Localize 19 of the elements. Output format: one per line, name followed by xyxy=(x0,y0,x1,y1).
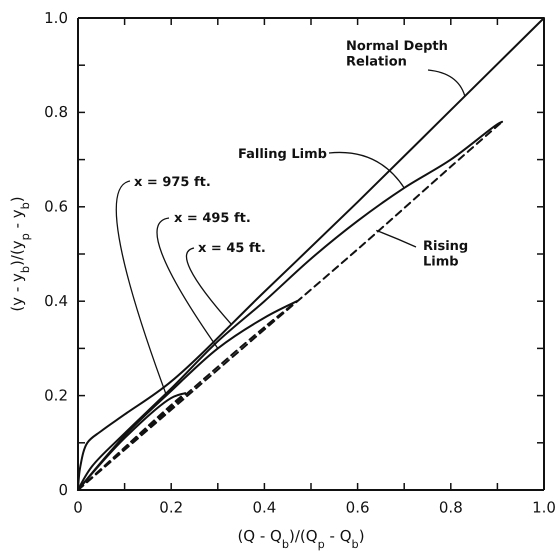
x-tick-label: 1.0 xyxy=(532,498,556,517)
annotation: x = 45 ft. xyxy=(198,241,266,256)
y-tick-label: 0.6 xyxy=(44,198,68,216)
x-tick-label: 0.6 xyxy=(346,498,370,517)
x-tick-label: 0.2 xyxy=(159,498,184,517)
y-tick-label: 0.4 xyxy=(44,292,68,310)
x-tick-label: 0.4 xyxy=(252,498,276,517)
annotation: Rising Limb xyxy=(423,239,468,270)
x-tick-label: 0 xyxy=(73,498,83,517)
y-tick-label: 1.0 xyxy=(44,8,68,27)
annotation: Normal Depth Relation xyxy=(346,39,448,70)
x-tick-label: 0.8 xyxy=(438,498,463,517)
y-tick-label: 0.2 xyxy=(44,386,68,404)
y-tick-label: 0 xyxy=(58,480,68,499)
x-axis-title: (Q - Q$_{b}$)/(Q$_{p}$ - Q$_{b}$) xyxy=(237,527,365,550)
annotation: x = 975 ft. xyxy=(134,175,211,190)
y-tick-label: 0.8 xyxy=(44,103,68,122)
annotation: Falling Limb xyxy=(238,147,327,162)
annotation: x = 495 ft. xyxy=(174,211,251,226)
